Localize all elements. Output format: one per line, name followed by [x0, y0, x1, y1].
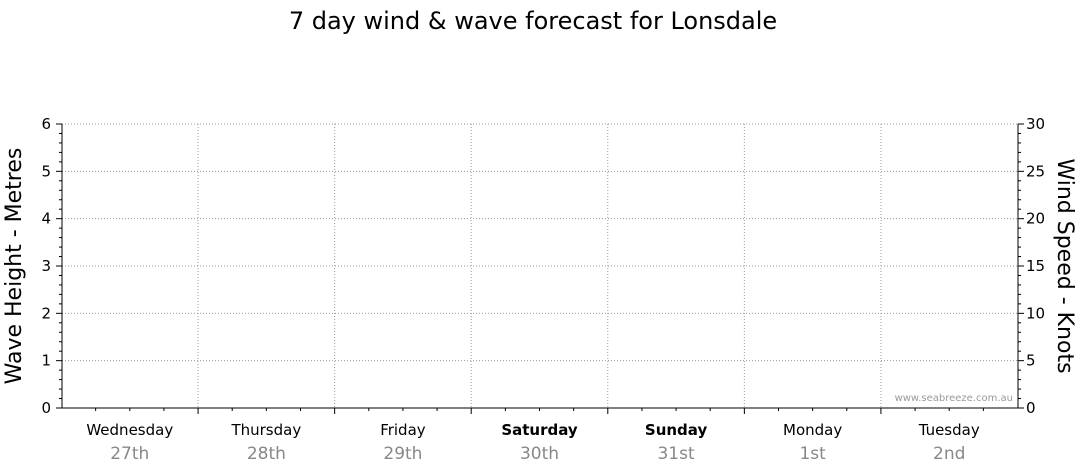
day-date-label: 27th: [110, 444, 149, 464]
right-tick-label: 15: [1026, 257, 1045, 275]
right-tick-label: 10: [1026, 304, 1045, 322]
day-name-label: Monday: [783, 421, 842, 439]
right-tick-label: 30: [1026, 115, 1045, 133]
left-axis-ticks: 0 1 2 3 4 5 6: [41, 115, 62, 417]
day-date-label: 30th: [520, 444, 559, 464]
day-name-label: Thursday: [230, 421, 301, 439]
day-name-label: Tuesday: [918, 421, 980, 439]
axes: [61, 124, 1019, 414]
left-tick-label: 0: [41, 399, 51, 417]
day-date-label: 29th: [383, 444, 422, 464]
grid: [62, 123, 1018, 408]
right-tick-label: 5: [1026, 352, 1036, 370]
day-date-label: 31st: [657, 444, 694, 464]
day-date-label: 28th: [247, 444, 286, 464]
left-tick-label: 2: [41, 304, 51, 322]
right-tick-label: 0: [1026, 399, 1036, 417]
left-tick-label: 3: [41, 257, 51, 275]
day-date-label: 1st: [799, 444, 826, 464]
watermark-text: www.seabreeze.com.au: [895, 393, 1013, 404]
left-tick-label: 1: [41, 352, 51, 370]
left-tick-label: 4: [41, 210, 51, 228]
right-axis-title: Wind Speed - Knots: [1052, 158, 1077, 373]
chart-title: 7 day wind & wave forecast for Lonsdale: [289, 7, 777, 35]
day-name-label: Friday: [380, 421, 426, 439]
day-date-label: 2nd: [933, 444, 965, 464]
day-name-label: Saturday: [501, 421, 578, 439]
day-name-label: Wednesday: [86, 421, 173, 439]
right-tick-label: 25: [1026, 162, 1045, 180]
x-axis-day-labels: Wednesday 27th Thursday 28th Friday 29th Satur…: [86, 421, 979, 464]
left-axis-title: Wave Height - Metres: [2, 148, 27, 385]
left-tick-label: 5: [41, 162, 51, 180]
day-name-label: Sunday: [645, 421, 708, 439]
right-tick-label: 20: [1026, 210, 1045, 228]
right-axis-ticks: 0 5 10 15 20 25 30: [1018, 115, 1045, 417]
left-tick-label: 6: [41, 115, 51, 133]
